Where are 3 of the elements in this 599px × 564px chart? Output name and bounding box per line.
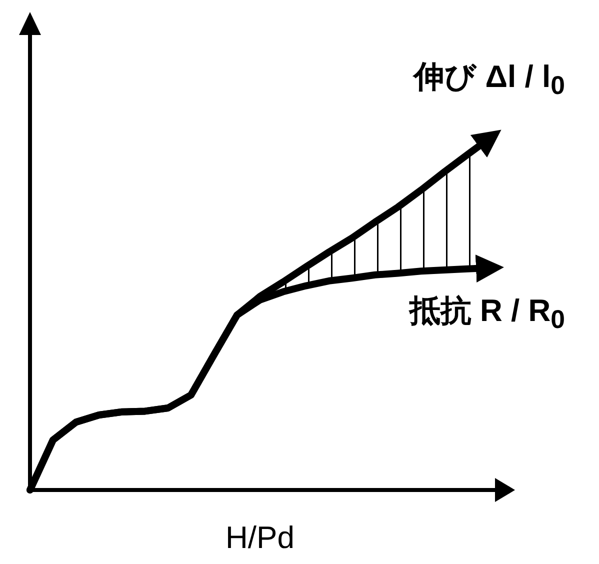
x-axis-title: H/Pd xyxy=(224,520,296,556)
series-label: 伸び Δl / l$_{0}$ xyxy=(414,58,565,102)
series-label: 抵抗 R / R$_{0}$ xyxy=(409,292,565,336)
